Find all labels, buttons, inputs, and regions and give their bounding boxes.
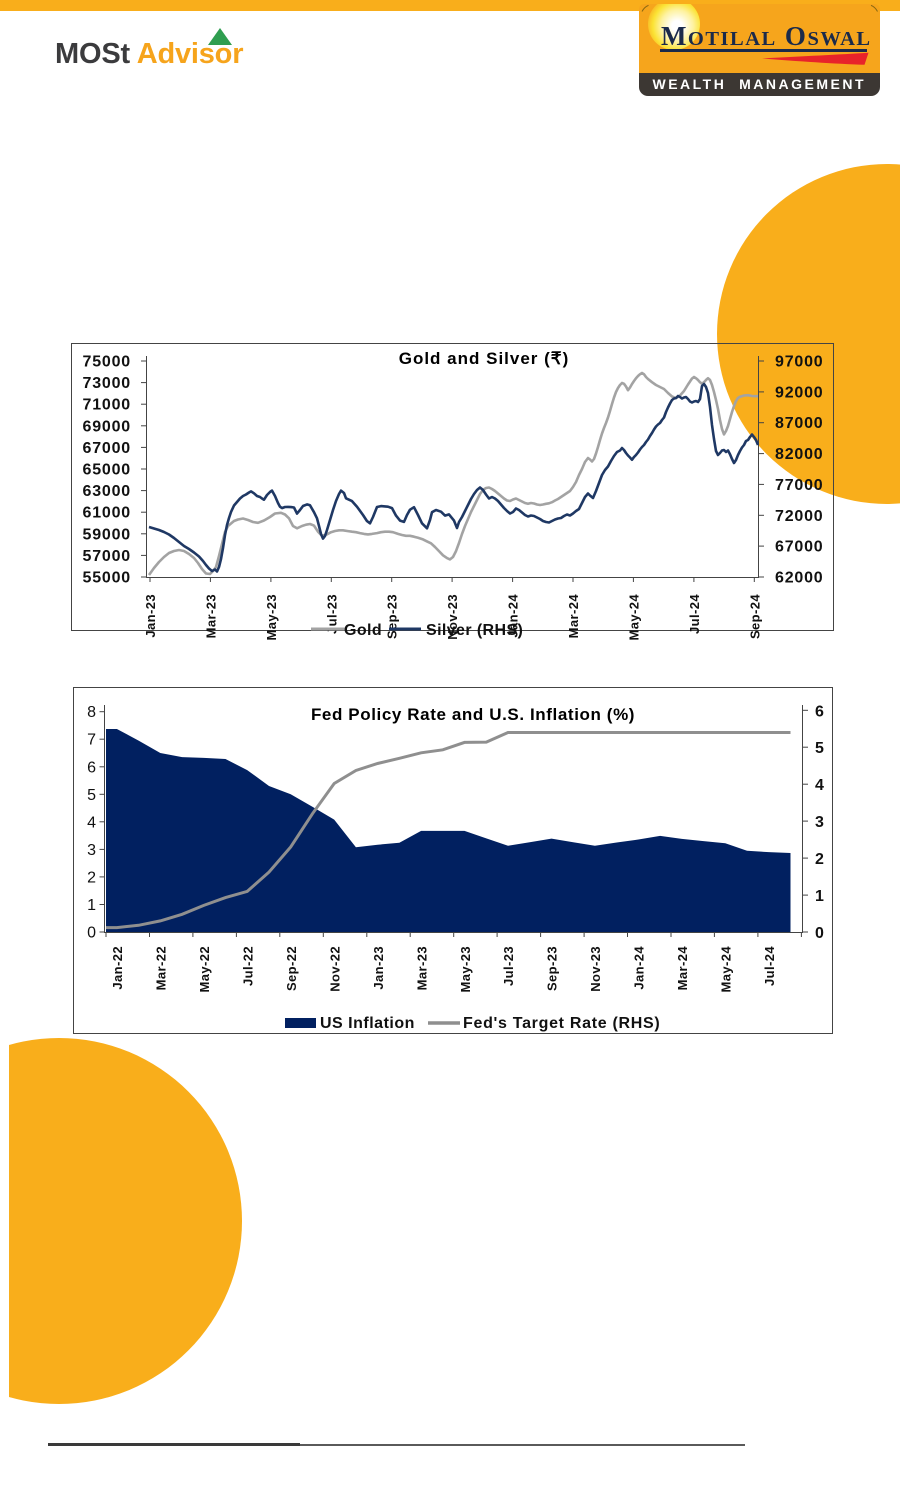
svg-text:Jul-24: Jul-24 xyxy=(687,594,702,634)
svg-text:Mar-24: Mar-24 xyxy=(675,946,690,991)
svg-text:Nov-23: Nov-23 xyxy=(445,594,460,640)
svg-text:Mar-23: Mar-23 xyxy=(414,946,429,990)
svg-text:May-23: May-23 xyxy=(264,594,279,640)
svg-text:Sep-23: Sep-23 xyxy=(545,946,560,991)
svg-text:72000: 72000 xyxy=(775,508,824,525)
svg-text:Gold and Silver (₹): Gold and Silver (₹) xyxy=(399,349,570,368)
svg-text:Jan-22: Jan-22 xyxy=(110,946,125,990)
svg-text:2: 2 xyxy=(815,851,825,868)
svg-text:Jul-24: Jul-24 xyxy=(762,946,777,986)
svg-text:Jan-23: Jan-23 xyxy=(371,946,386,990)
svg-text:Mar-24: Mar-24 xyxy=(566,594,581,639)
svg-text:Sep-23: Sep-23 xyxy=(385,594,400,639)
svg-text:57000: 57000 xyxy=(83,548,132,565)
svg-text:65000: 65000 xyxy=(83,462,132,479)
svg-text:63000: 63000 xyxy=(83,483,132,500)
svg-text:May-24: May-24 xyxy=(719,946,734,993)
svg-text:Jul-23: Jul-23 xyxy=(324,594,339,634)
svg-text:77000: 77000 xyxy=(775,477,824,494)
svg-text:55000: 55000 xyxy=(83,570,132,587)
svg-text:73000: 73000 xyxy=(83,375,132,392)
svg-text:Sep-24: Sep-24 xyxy=(747,594,762,639)
svg-text:67000: 67000 xyxy=(83,440,132,457)
svg-text:82000: 82000 xyxy=(775,446,824,463)
svg-text:61000: 61000 xyxy=(83,505,132,522)
svg-text:Gold: Gold xyxy=(344,622,382,639)
svg-text:Nov-22: Nov-22 xyxy=(327,946,342,992)
svg-text:1: 1 xyxy=(815,888,825,905)
svg-text:Mar-23: Mar-23 xyxy=(203,594,218,638)
svg-text:5: 5 xyxy=(815,740,825,757)
svg-text:Jan-24: Jan-24 xyxy=(506,594,521,638)
svg-text:Sep-22: Sep-22 xyxy=(284,946,299,991)
svg-text:59000: 59000 xyxy=(83,526,132,543)
svg-text:1: 1 xyxy=(87,897,97,914)
svg-text:97000: 97000 xyxy=(775,354,824,371)
svg-text:67000: 67000 xyxy=(775,539,824,556)
svg-text:69000: 69000 xyxy=(83,418,132,435)
svg-text:71000: 71000 xyxy=(83,397,132,414)
svg-text:Jan-24: Jan-24 xyxy=(632,946,647,990)
svg-text:3: 3 xyxy=(87,842,97,859)
svg-text:75000: 75000 xyxy=(83,354,132,371)
svg-text:4: 4 xyxy=(815,777,825,794)
svg-text:Nov-23: Nov-23 xyxy=(588,946,603,992)
svg-text:Fed's Target Rate (RHS): Fed's Target Rate (RHS) xyxy=(463,1015,660,1032)
svg-text:May-24: May-24 xyxy=(626,594,641,641)
svg-text:2: 2 xyxy=(87,869,97,886)
svg-text:62000: 62000 xyxy=(775,570,824,587)
svg-text:7: 7 xyxy=(87,732,97,749)
svg-text:92000: 92000 xyxy=(775,384,824,401)
svg-text:87000: 87000 xyxy=(775,415,824,432)
svg-text:0: 0 xyxy=(87,925,97,942)
svg-text:8: 8 xyxy=(87,704,97,721)
svg-text:6: 6 xyxy=(87,759,97,776)
svg-text:Jan-23: Jan-23 xyxy=(143,594,158,638)
svg-text:May-23: May-23 xyxy=(458,946,473,992)
svg-text:Mar-22: Mar-22 xyxy=(154,946,169,990)
svg-text:Jul-23: Jul-23 xyxy=(501,946,516,986)
svg-text:6: 6 xyxy=(815,703,825,720)
svg-text:3: 3 xyxy=(815,814,825,831)
svg-text:Silver (RHS): Silver (RHS) xyxy=(426,622,523,639)
svg-text:US Inflation: US Inflation xyxy=(320,1015,415,1032)
svg-text:Fed Policy Rate and U.S. Infla: Fed Policy Rate and U.S. Inflation (%) xyxy=(311,705,635,724)
svg-text:5: 5 xyxy=(87,787,97,804)
svg-text:0: 0 xyxy=(815,925,825,942)
svg-text:Jul-22: Jul-22 xyxy=(240,946,255,986)
svg-text:4: 4 xyxy=(87,814,97,831)
svg-text:May-22: May-22 xyxy=(197,946,212,992)
